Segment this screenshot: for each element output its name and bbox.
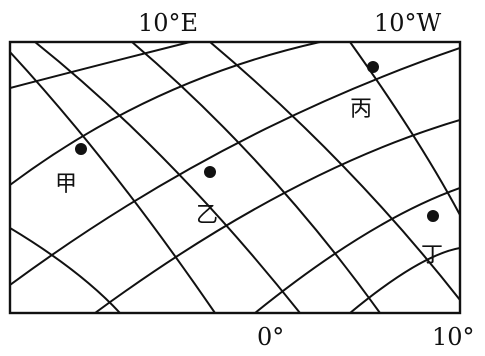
point-label-jia: 甲: [55, 172, 77, 197]
label-10deg: 10°: [432, 323, 475, 351]
point-label-bing: 丙: [350, 97, 372, 122]
parallel-5: [254, 187, 460, 313]
meridian-5: [349, 42, 460, 216]
meridian-4: [209, 42, 460, 301]
map-frame: [8, 40, 462, 315]
meridian-1: [10, 51, 216, 313]
graticule-lines: [10, 42, 460, 313]
point-yi: [204, 166, 216, 178]
point-bing: [367, 61, 379, 73]
label-10e: 10°E: [138, 9, 198, 37]
point-ding: [427, 210, 439, 222]
corner-curve: [10, 227, 121, 313]
parallel-1: [10, 42, 191, 89]
label-0deg: 0°: [257, 323, 284, 351]
point-jia: [75, 143, 87, 155]
parallel-4: [94, 119, 460, 313]
meridian-3: [131, 42, 381, 313]
parallel-3: [10, 47, 460, 286]
point-label-yi: 乙: [196, 203, 218, 228]
point-label-ding: 丁: [421, 243, 443, 268]
parallel-2: [10, 42, 321, 186]
parallel-6: [349, 247, 460, 313]
label-10w: 10°W: [374, 9, 442, 37]
